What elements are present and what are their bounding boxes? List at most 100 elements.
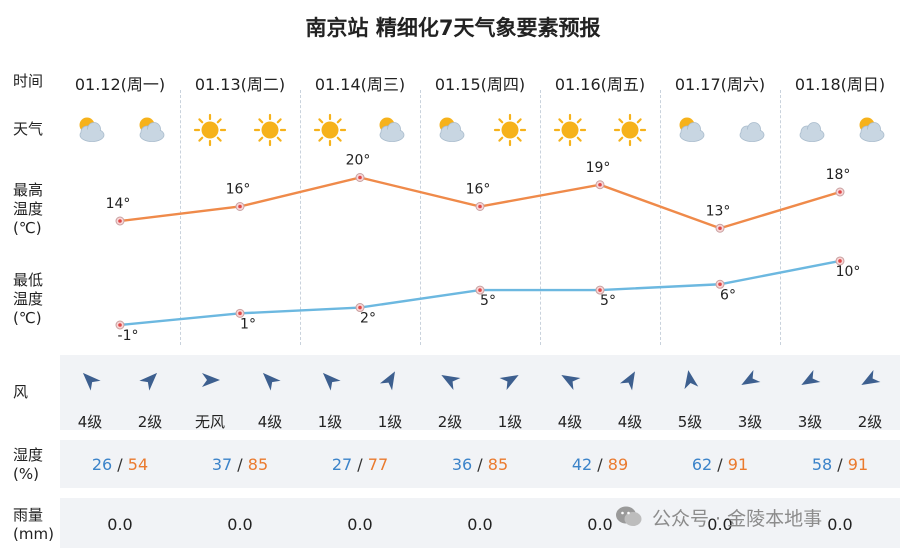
humidity-cell: 26 / 54 bbox=[91, 455, 149, 474]
temp-point-center bbox=[598, 182, 602, 187]
temp-point-center bbox=[838, 190, 842, 194]
wind-arrow-icon bbox=[618, 368, 642, 392]
wind-arrow-icon bbox=[678, 368, 702, 392]
temp-point-center bbox=[718, 226, 722, 231]
sunny-icon bbox=[313, 113, 347, 147]
cloudy-icon bbox=[733, 113, 767, 147]
rain-value: 0.0 bbox=[467, 515, 493, 534]
max-temp-label: 19° bbox=[586, 160, 611, 176]
min-temp-label: 6° bbox=[720, 287, 736, 303]
temp-point-center bbox=[118, 219, 122, 223]
wind-arrow-icon bbox=[438, 368, 462, 392]
wind-level: 2级 bbox=[857, 413, 883, 431]
min-temp-label: 2° bbox=[360, 311, 376, 327]
wind-level: 1级 bbox=[317, 413, 343, 431]
temp-point-center bbox=[358, 305, 362, 310]
date-label: 01.14(周三) bbox=[314, 75, 406, 94]
humidity-cell: 62 / 91 bbox=[691, 455, 749, 474]
partly-cloudy-icon bbox=[853, 113, 887, 147]
min-temp-label: 5° bbox=[600, 293, 616, 309]
wind-level: 5级 bbox=[677, 413, 703, 431]
watermark: 公众号 · 金陵本地事 bbox=[612, 504, 892, 530]
wind-arrow-icon bbox=[858, 368, 882, 392]
humidity-cell: 27 / 77 bbox=[331, 455, 389, 474]
wind-arrow-icon bbox=[378, 368, 402, 392]
humidity-cell: 36 / 85 bbox=[451, 455, 509, 474]
temp-point-center bbox=[478, 288, 482, 292]
partly-cloudy-icon bbox=[433, 113, 467, 147]
date-label: 01.17(周六) bbox=[674, 75, 766, 94]
rain-value: 0.0 bbox=[107, 515, 133, 534]
wind-level: 4级 bbox=[257, 413, 283, 431]
rain-band bbox=[60, 498, 900, 548]
min-temp-label: 10° bbox=[836, 264, 861, 280]
rain-value: 0.0 bbox=[707, 515, 733, 534]
humidity-cell: 58 / 91 bbox=[811, 455, 869, 474]
rain-value: 0.0 bbox=[827, 515, 853, 534]
column-divider bbox=[540, 90, 541, 345]
max-temp-label: 14° bbox=[106, 196, 131, 212]
wind-arrow-icon bbox=[318, 368, 342, 392]
min-temp-label: 1° bbox=[240, 316, 256, 332]
wind-level: 2级 bbox=[137, 413, 163, 431]
sunny-icon bbox=[493, 113, 527, 147]
partly-cloudy-icon bbox=[673, 113, 707, 147]
temp-point-center bbox=[238, 311, 242, 316]
wind-level: 4级 bbox=[557, 413, 583, 431]
page-title: 南京站 精细化7天气象要素预报 bbox=[305, 16, 601, 40]
rain-value: 0.0 bbox=[347, 515, 373, 534]
wind-level: 4级 bbox=[77, 413, 103, 431]
date-label: 01.16(周五) bbox=[554, 75, 646, 94]
sunny-icon bbox=[253, 113, 287, 147]
rain-value: 0.0 bbox=[227, 515, 253, 534]
humidity-cell: 42 / 89 bbox=[571, 455, 629, 474]
wind-arrow-icon bbox=[78, 368, 102, 392]
wind-arrow-icon bbox=[138, 368, 162, 392]
date-label: 01.13(周二) bbox=[194, 75, 286, 94]
label-humidity: 湿度 (%) bbox=[13, 446, 44, 483]
max-temp-label: 13° bbox=[706, 203, 731, 219]
column-divider bbox=[300, 90, 301, 345]
wind-arrow-icon bbox=[798, 368, 822, 392]
wechat-icon bbox=[616, 506, 642, 526]
label-wind: 风 bbox=[13, 383, 29, 401]
date-label: 01.15(周四) bbox=[434, 75, 526, 94]
wind-arrow-icon bbox=[258, 368, 282, 392]
sunny-icon bbox=[193, 113, 227, 147]
rain-value: 0.0 bbox=[587, 515, 613, 534]
column-divider bbox=[660, 90, 661, 345]
label-rain: 雨量 (mm) bbox=[13, 506, 54, 543]
wind-level: 3级 bbox=[797, 413, 823, 431]
column-divider bbox=[180, 90, 181, 345]
max-temp-label: 16° bbox=[226, 182, 251, 198]
temp-point-center bbox=[598, 288, 602, 292]
partly-cloudy-icon bbox=[73, 113, 107, 147]
sunny-icon bbox=[553, 113, 587, 147]
max-temp-label: 18° bbox=[826, 167, 851, 183]
wind-arrow-icon bbox=[558, 368, 582, 392]
wind-level: 无风 bbox=[194, 413, 225, 431]
label-tmax: 最高 温度 (℃) bbox=[13, 181, 44, 237]
humidity-band bbox=[60, 440, 900, 488]
date-label: 01.18(周日) bbox=[794, 75, 886, 94]
wind-arrow-icon bbox=[498, 368, 522, 392]
column-divider bbox=[780, 90, 781, 345]
wind-arrow-icon bbox=[198, 368, 222, 392]
partly-cloudy-icon bbox=[373, 113, 407, 147]
wind-level: 4级 bbox=[617, 413, 643, 431]
watermark-text: 公众号 · 金陵本地事 bbox=[652, 508, 823, 530]
cloudy-icon bbox=[793, 113, 827, 147]
temp-point-center bbox=[238, 204, 242, 209]
column-divider bbox=[420, 90, 421, 345]
date-label: 01.12(周一) bbox=[74, 75, 166, 94]
humidity-cell: 37 / 85 bbox=[211, 455, 269, 474]
wind-level: 2级 bbox=[437, 413, 463, 431]
temp-point-center bbox=[358, 175, 362, 180]
min-temp-label: 5° bbox=[480, 293, 496, 309]
wind-band bbox=[60, 355, 900, 430]
max-temp-label: 20° bbox=[346, 153, 371, 169]
label-weather: 天气 bbox=[13, 120, 44, 138]
temp-point-center bbox=[118, 323, 122, 327]
sunny-icon bbox=[613, 113, 647, 147]
